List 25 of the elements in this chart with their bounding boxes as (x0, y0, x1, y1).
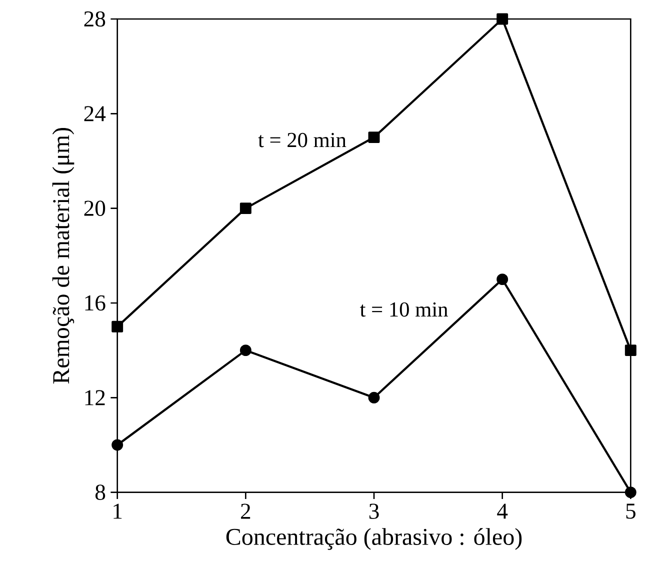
x-axis-title: Concentração (abrasivo : óleo) (226, 528, 522, 550)
y-tick-label: 24 (84, 106, 106, 122)
x-tick-label: 1 (114, 504, 122, 519)
point (368, 392, 380, 404)
point (240, 202, 252, 214)
point (240, 344, 252, 356)
y-tick-label: 20 (84, 200, 106, 216)
x-tick-label: 5 (626, 504, 636, 519)
x-tick-label: 2 (241, 504, 250, 519)
point (496, 274, 508, 286)
point (624, 344, 636, 356)
y-tick-label: 28 (84, 11, 106, 27)
y-axis-title: Remoção de material (μm) (52, 128, 74, 384)
x-tick-label: 4 (497, 504, 508, 519)
point (368, 132, 380, 144)
series-label: t = 20 min (258, 132, 346, 148)
point (624, 486, 636, 498)
point (112, 320, 124, 332)
y-tick-label: 8 (95, 484, 106, 500)
x-tick-label: 3 (369, 504, 379, 519)
point (112, 439, 124, 451)
point (496, 13, 508, 25)
y-tick-label: 16 (85, 295, 106, 311)
y-tick-label: 12 (85, 390, 105, 406)
series-label: t = 10 min (360, 302, 448, 317)
